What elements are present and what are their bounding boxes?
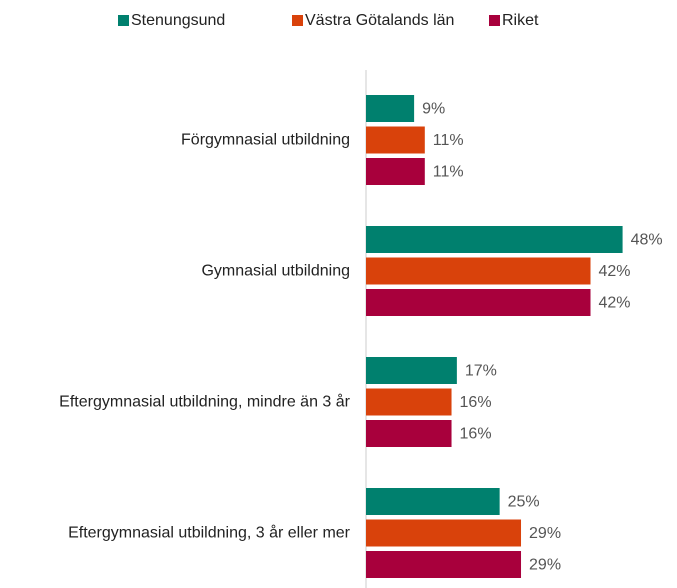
value-label: 16% — [460, 426, 492, 443]
bar — [366, 488, 500, 515]
value-label: 16% — [460, 394, 492, 411]
bar — [366, 126, 425, 154]
value-label: 11% — [433, 132, 464, 149]
category-label: Förgymnasial utbildning — [181, 131, 350, 149]
bar — [366, 420, 452, 447]
category-label-box: Eftergymnasial utbildning, 3 år eller me… — [5, 524, 350, 543]
value-label: 29% — [529, 557, 561, 574]
category-label-box: Förgymnasial utbildning — [5, 131, 350, 150]
bar — [366, 95, 415, 122]
legend-swatch — [292, 15, 303, 26]
legend-label: Västra Götalands län — [305, 12, 454, 29]
value-label: 48% — [631, 232, 663, 249]
legend-label: Stenungsund — [131, 12, 225, 29]
legend-swatch — [489, 15, 500, 26]
category-label-box: Gymnasial utbildning — [5, 262, 350, 281]
bar — [366, 519, 522, 547]
bar — [366, 289, 591, 316]
bar — [366, 551, 522, 578]
bar — [366, 226, 623, 253]
bar — [366, 357, 457, 384]
value-label: 9% — [422, 101, 445, 118]
bar — [366, 158, 425, 185]
value-label: 11% — [433, 164, 464, 181]
category-label: Eftergymnasial utbildning, mindre än 3 å… — [59, 393, 350, 411]
category-label: Gymnasial utbildning — [201, 262, 350, 280]
value-label: 42% — [599, 263, 631, 280]
legend-swatch — [118, 15, 129, 26]
value-label: 17% — [465, 363, 497, 380]
value-label: 29% — [529, 525, 561, 542]
legend-label: Riket — [502, 12, 539, 29]
category-label: Eftergymnasial utbildning, 3 år eller me… — [68, 524, 350, 542]
bar — [366, 388, 452, 416]
value-label: 42% — [599, 295, 631, 312]
value-label: 25% — [508, 494, 540, 511]
bar — [366, 257, 591, 285]
category-label-box: Eftergymnasial utbildning, mindre än 3 å… — [5, 393, 350, 412]
